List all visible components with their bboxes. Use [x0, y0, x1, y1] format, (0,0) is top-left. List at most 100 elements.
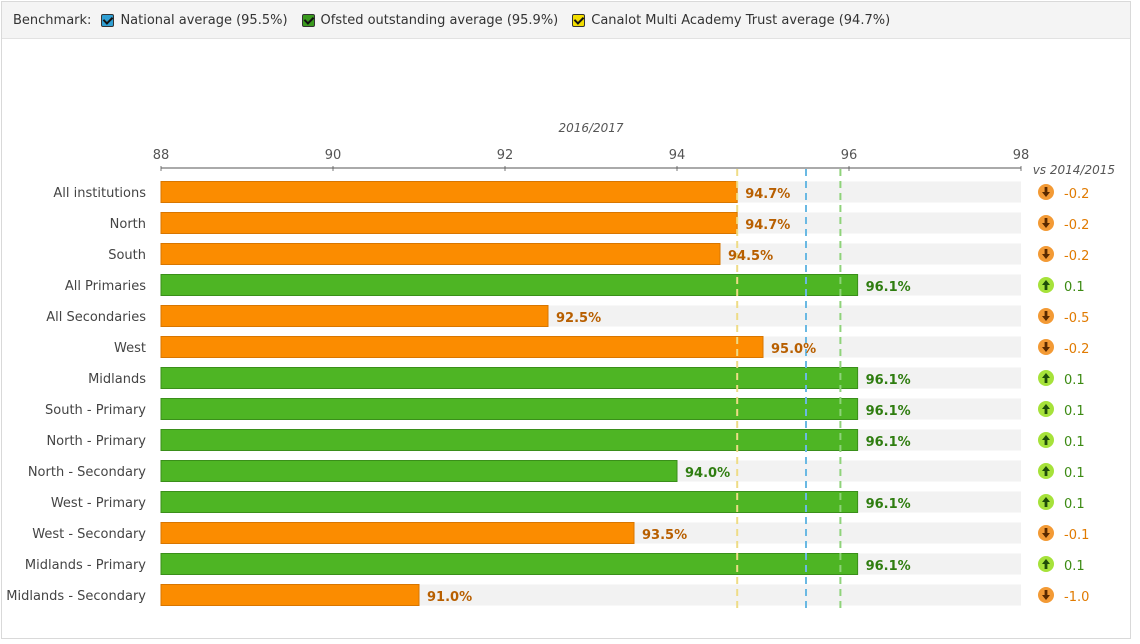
x-tick-label: 88	[153, 148, 170, 163]
category-label: South	[108, 248, 146, 263]
arrow-up-icon	[1038, 370, 1054, 386]
category-label: North - Primary	[46, 434, 146, 449]
value-label: 96.1%	[866, 435, 911, 450]
bar	[160, 553, 859, 575]
value-label: 94.0%	[685, 466, 730, 481]
change-label: -0.2	[1064, 218, 1089, 233]
benchmark-ofsted-toggle[interactable]: Ofsted outstanding average (95.9%)	[301, 12, 559, 28]
checkbox-icon[interactable]	[301, 13, 315, 27]
benchmark-trust-toggle[interactable]: Canalot Multi Academy Trust average (94.…	[572, 13, 890, 28]
change-label: 0.1	[1064, 280, 1085, 295]
bar	[160, 367, 859, 389]
benchmark-trust-label: Canalot Multi Academy Trust average (94.…	[591, 12, 891, 28]
arrow-glyph	[1042, 311, 1050, 321]
change-label: -1.0	[1064, 590, 1089, 605]
arrow-down-icon	[1038, 246, 1054, 262]
arrow-glyph	[1042, 218, 1050, 228]
category-label: Midlands - Primary	[25, 558, 146, 573]
change-label: 0.1	[1064, 373, 1085, 388]
bar	[160, 181, 738, 203]
category-label: Midlands	[88, 372, 146, 387]
bar	[160, 491, 859, 513]
benchmark-national-toggle[interactable]: National average (95.5%)	[101, 12, 288, 28]
bar	[160, 584, 420, 606]
arrow-glyph	[1042, 435, 1050, 445]
arrow-glyph	[1042, 497, 1050, 507]
arrow-glyph	[1042, 466, 1050, 476]
category-label: West	[114, 341, 146, 356]
category-label: All Secondaries	[46, 310, 146, 325]
x-tick-label: 94	[669, 148, 686, 163]
value-label: 95.0%	[771, 342, 816, 357]
bar	[160, 243, 721, 265]
value-label: 92.5%	[556, 311, 601, 326]
change-label: -0.2	[1064, 342, 1089, 357]
arrow-up-icon	[1038, 432, 1054, 448]
change-label: 0.1	[1064, 559, 1085, 574]
arrow-glyph	[1042, 404, 1050, 414]
value-label: 94.7%	[745, 187, 790, 202]
arrow-down-icon	[1038, 587, 1054, 603]
category-label: Midlands - Secondary	[6, 589, 146, 604]
value-label: 94.5%	[728, 249, 773, 264]
value-label: 96.1%	[866, 404, 911, 419]
category-label: South - Primary	[45, 403, 146, 418]
bar	[160, 460, 678, 482]
x-tick-label: 92	[497, 148, 514, 163]
value-label: 96.1%	[866, 559, 911, 574]
bar	[160, 274, 859, 296]
arrow-glyph	[1042, 590, 1050, 600]
benchmark-label: Benchmark:	[13, 12, 92, 28]
arrow-down-icon	[1038, 308, 1054, 324]
arrow-glyph	[1042, 373, 1050, 383]
change-label: 0.1	[1064, 497, 1085, 512]
category-label: North	[110, 217, 146, 232]
arrow-glyph	[1042, 559, 1050, 569]
category-label: North - Secondary	[28, 465, 146, 480]
arrow-glyph	[1042, 528, 1050, 538]
x-tick-label: 96	[841, 148, 858, 163]
value-label: 96.1%	[866, 497, 911, 512]
arrow-glyph	[1042, 249, 1050, 259]
change-label: 0.1	[1064, 435, 1085, 450]
bar	[160, 212, 738, 234]
arrow-down-icon	[1038, 339, 1054, 355]
x-tick-label: 98	[1013, 148, 1030, 163]
benchmark-bar: Benchmark: National average (95.5%) Ofst…	[2, 2, 1130, 39]
checkbox-icon[interactable]	[101, 13, 115, 27]
value-label: 94.7%	[745, 218, 790, 233]
change-label: -0.2	[1064, 187, 1089, 202]
bar	[160, 429, 859, 451]
arrow-glyph	[1042, 187, 1050, 197]
category-label: All Primaries	[65, 279, 146, 294]
arrow-down-icon	[1038, 215, 1054, 231]
bar	[160, 398, 859, 420]
value-label: 96.1%	[866, 280, 911, 295]
category-label: West - Secondary	[32, 527, 146, 542]
chart-subtitle: 2016/2017	[558, 121, 623, 135]
value-label: 91.0%	[427, 590, 472, 605]
arrow-down-icon	[1038, 184, 1054, 200]
change-header: vs 2014/2015	[1033, 163, 1115, 177]
change-label: -0.5	[1064, 311, 1089, 326]
category-label: West - Primary	[51, 496, 146, 511]
arrow-up-icon	[1038, 277, 1054, 293]
arrow-up-icon	[1038, 401, 1054, 417]
bar	[160, 522, 635, 544]
checkbox-icon[interactable]	[572, 13, 586, 27]
arrow-up-icon	[1038, 556, 1054, 572]
category-label: All institutions	[53, 186, 146, 201]
bar	[160, 336, 764, 358]
bar	[160, 305, 549, 327]
x-tick-label: 90	[325, 148, 342, 163]
change-label: 0.1	[1064, 466, 1085, 481]
benchmark-national-label: National average (95.5%)	[120, 12, 288, 28]
arrow-glyph	[1042, 342, 1050, 352]
arrow-glyph	[1042, 280, 1050, 290]
change-label: 0.1	[1064, 404, 1085, 419]
arrow-up-icon	[1038, 494, 1054, 510]
value-label: 93.5%	[642, 528, 687, 543]
change-label: -0.1	[1064, 528, 1089, 543]
benchmark-ofsted-label: Ofsted outstanding average (95.9%)	[320, 12, 559, 28]
